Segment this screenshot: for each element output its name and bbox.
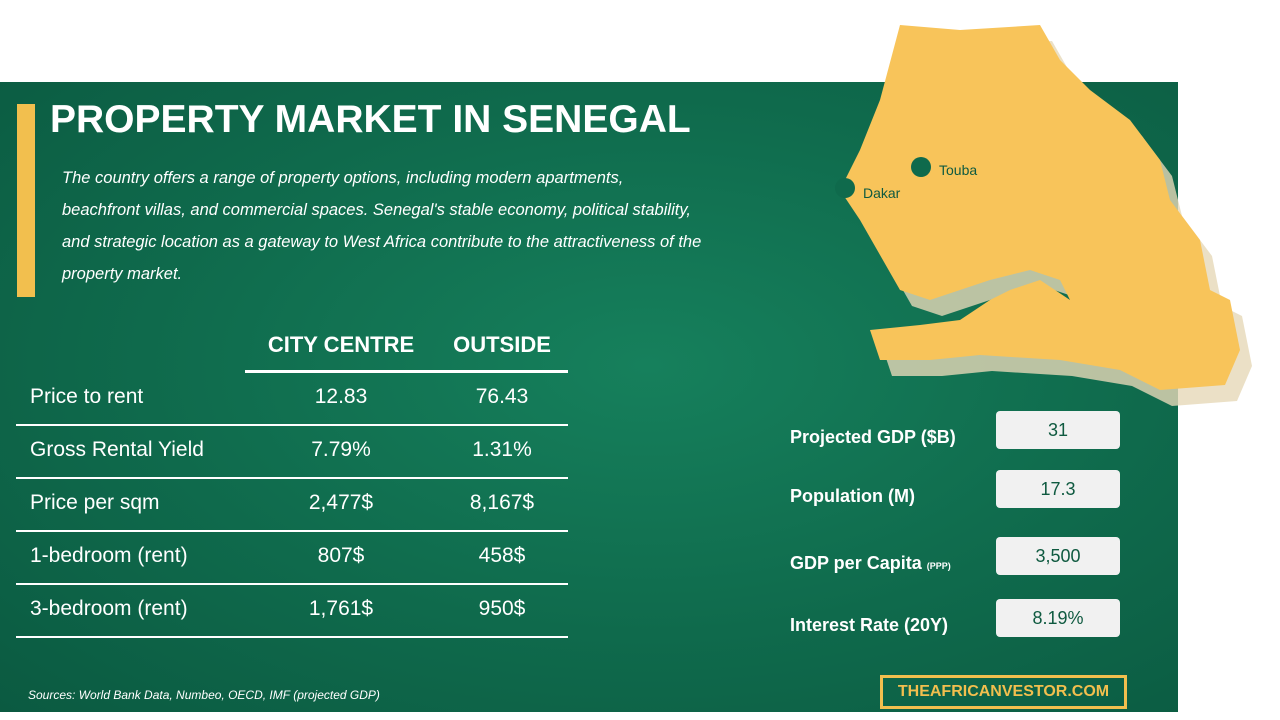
row-rule (16, 424, 568, 426)
brand: THEAFRICANVESTOR.COM (880, 675, 1127, 709)
row-label: 3-bedroom (rent) (30, 597, 188, 620)
row-rule (16, 530, 568, 532)
cell: 76.43 (475, 385, 529, 408)
row-label: Price per sqm (30, 491, 160, 514)
stat-label: GDP per Capita (PPP) (790, 553, 951, 574)
row-rule (16, 636, 568, 638)
row-label: 1-bedroom (rent) (30, 544, 188, 567)
stat-label: Population (M) (790, 486, 915, 507)
city-label: Dakar (863, 185, 901, 201)
stat-value: 8.19% (996, 599, 1120, 637)
header-rule (245, 370, 568, 373)
row-rule (16, 477, 568, 479)
cell: 2,477$ (308, 491, 374, 514)
accent-bar (17, 104, 35, 297)
city-label: Touba (939, 162, 977, 178)
title: PROPERTY MARKET IN SENEGAL (50, 98, 691, 141)
stat-value: 17.3 (996, 470, 1120, 508)
stat-label: Projected GDP ($B) (790, 427, 956, 448)
stat-value: 3,500 (996, 537, 1120, 575)
stat-label-text: GDP per Capita (790, 553, 922, 573)
description: The country offers a range of property o… (62, 169, 702, 283)
cell: 8,167$ (469, 491, 535, 514)
stat-label-text: Interest Rate (20Y) (790, 615, 949, 635)
stat-label-text: Projected GDP ($B) (790, 427, 956, 447)
cell: 807$ (317, 544, 365, 567)
row-label: Price to rent (30, 385, 144, 408)
cell: 950$ (478, 597, 526, 620)
row-label: Gross Rental Yield (30, 438, 204, 461)
cell: 458$ (478, 544, 526, 567)
stat-label: Interest Rate (20Y) (790, 615, 948, 636)
sources: Sources: World Bank Data, Numbeo, OECD, … (28, 688, 380, 702)
city-dot (911, 157, 931, 177)
senegal-map (840, 25, 1240, 390)
cell: 12.83 (314, 385, 368, 408)
row-rule (16, 583, 568, 585)
cell: 1,761$ (308, 597, 374, 620)
column-header: OUTSIDE (453, 332, 551, 357)
column-header: CITY CENTRE (267, 332, 415, 357)
stat-label-text: Population (M) (790, 486, 915, 506)
cell: 1.31% (472, 438, 532, 461)
city-dot (835, 178, 855, 198)
cell: 7.79% (311, 438, 371, 461)
stat-note: (PPP) (926, 561, 951, 571)
stat-value: 31 (996, 411, 1120, 449)
